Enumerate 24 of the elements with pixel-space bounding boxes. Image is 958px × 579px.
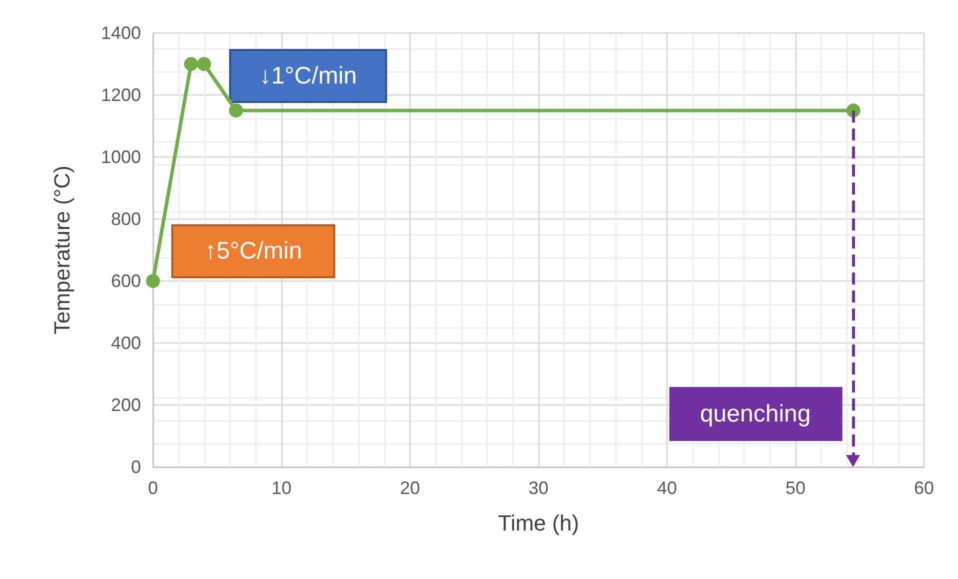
x-tick-label: 10 [271, 478, 292, 498]
y-tick-label: 600 [110, 271, 141, 291]
x-tick-label: 30 [528, 478, 549, 498]
x-tick-label: 60 [914, 478, 934, 498]
annotation: ↑5°C/min [204, 238, 302, 265]
point [184, 57, 198, 71]
x-axis-title: Time (h) [498, 510, 580, 536]
y-tick-label: 0 [130, 457, 141, 477]
y-tick-label: 1000 [100, 147, 141, 167]
ref-line-label: quenching [700, 400, 811, 428]
y-tick-label: 800 [110, 209, 141, 229]
x-tick-label: 40 [656, 478, 678, 498]
y-axis-title: Temperature (°C) [50, 166, 74, 334]
y-tick-label: 400 [110, 333, 141, 353]
x-tick-label: 0 [148, 478, 158, 498]
point [197, 57, 212, 71]
annotation: ↓1°C/min [259, 62, 357, 90]
y-tick-label: 1200 [100, 85, 141, 105]
point [229, 104, 244, 118]
y-tick-label: 1400 [100, 23, 141, 43]
x-tick-label: 20 [400, 478, 420, 498]
x-tick-label: 50 [785, 478, 806, 498]
point [146, 274, 160, 288]
y-tick-label: 200 [110, 395, 141, 415]
